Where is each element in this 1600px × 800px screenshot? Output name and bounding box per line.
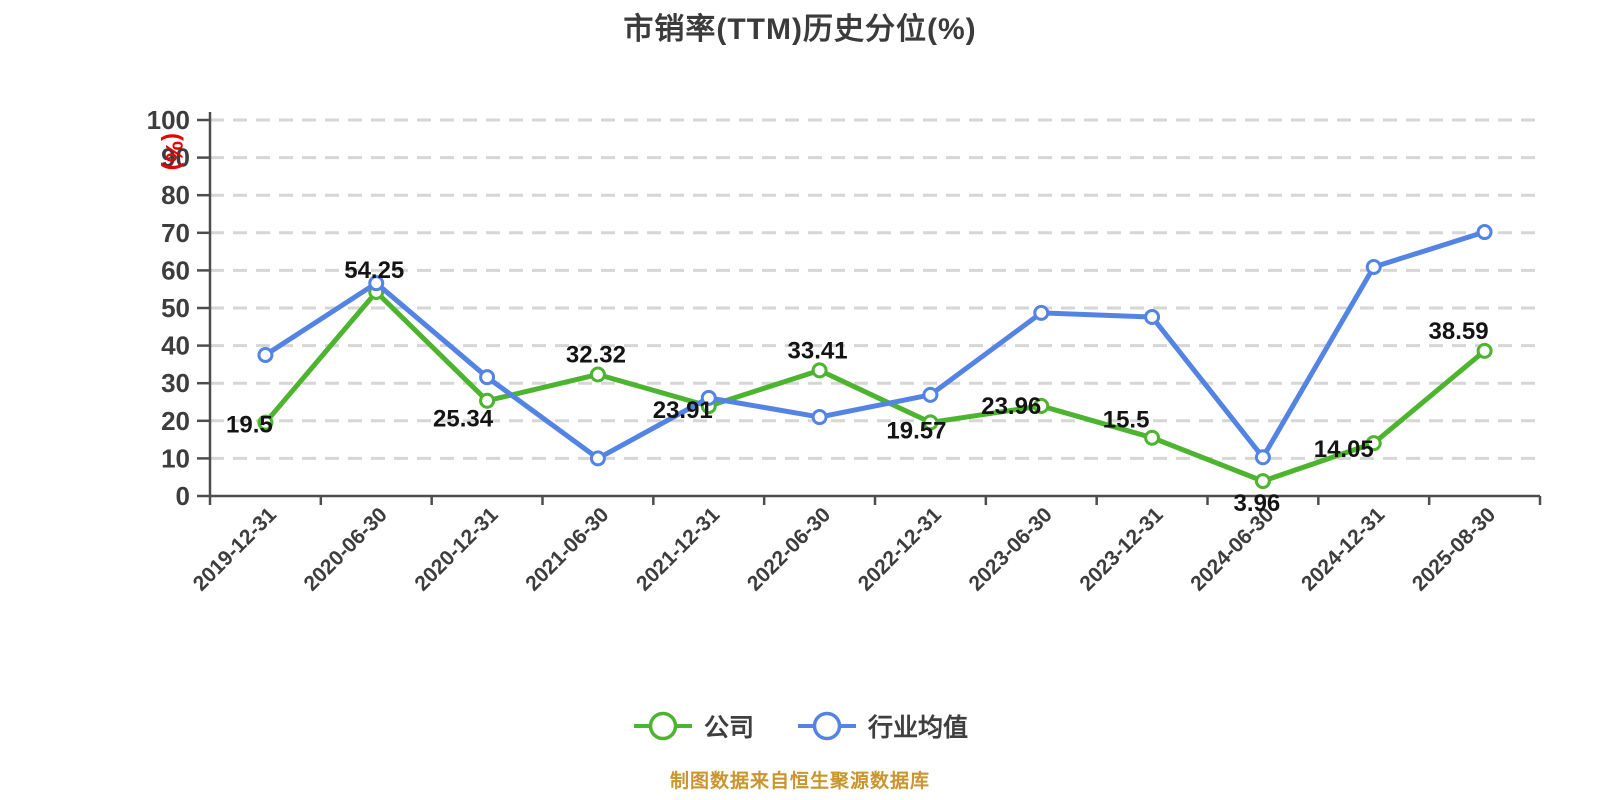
data-point-marker — [1144, 429, 1161, 446]
data-point-marker — [479, 392, 496, 409]
x-axis-category-label: 2024-12-31 — [1297, 503, 1389, 595]
data-point-marker — [1476, 342, 1493, 359]
data-point-value-label: 25.34 — [433, 406, 494, 433]
data-point-marker — [257, 347, 274, 363]
data-point-value-label: 54.25 — [344, 257, 404, 284]
industry-series-line — [262, 229, 1488, 461]
data-point-value-label: 33.41 — [788, 337, 848, 364]
data-point-marker — [1254, 473, 1271, 490]
data-point-marker — [1144, 309, 1161, 326]
data-point-value-label: 15.5 — [1103, 407, 1150, 434]
data-point-marker — [811, 409, 828, 426]
data-point-value-label: 19.57 — [886, 417, 946, 444]
y-axis-tick-label: 90 — [161, 143, 190, 173]
legend-marker-icon — [798, 711, 856, 741]
data-point-value-label: 23.96 — [981, 393, 1041, 420]
x-axis-category-label: 2022-12-31 — [854, 503, 946, 595]
x-axis-category-label: 2021-06-30 — [521, 503, 613, 595]
data-point-marker — [1365, 259, 1382, 276]
x-axis-category-label: 2021-12-31 — [632, 503, 724, 595]
y-axis-tick-label: 60 — [161, 255, 190, 285]
data-point-value-label: 32.32 — [566, 341, 626, 368]
x-axis-category-label: 2023-12-31 — [1075, 503, 1167, 595]
data-point-value-label: 23.91 — [653, 397, 713, 424]
y-axis-tick-label: 80 — [161, 180, 190, 210]
x-axis-category-label: 2020-06-30 — [300, 503, 392, 595]
legend-label: 行业均值 — [868, 714, 969, 742]
data-point-marker — [1254, 449, 1271, 466]
legend-item-industry-average[interactable]: 行业均值 — [796, 708, 968, 744]
x-axis-category-label: 2025-08-30 — [1408, 503, 1500, 595]
y-axis-unit-label: (%) — [160, 133, 187, 170]
x-axis-category-label: 2022-06-30 — [743, 503, 835, 595]
data-point-marker — [922, 414, 939, 431]
y-axis-tick-label: 70 — [161, 218, 190, 248]
data-point-marker — [1033, 304, 1050, 321]
chart-legend: 公司 行业均值 — [0, 708, 1600, 744]
data-point-marker — [700, 389, 717, 406]
y-axis-tick-label: 30 — [161, 368, 190, 398]
x-axis-category-label: 2019-12-31 — [189, 503, 281, 595]
y-axis-tick-label: 20 — [161, 406, 190, 436]
legend-marker-icon — [633, 711, 692, 741]
y-axis-tick-label: 40 — [161, 331, 190, 361]
data-point-marker — [1476, 224, 1493, 241]
data-point-value-label: 3.96 — [1234, 490, 1281, 517]
data-point-marker — [922, 386, 939, 403]
data-point-value-label: 19.5 — [226, 412, 273, 439]
data-point-value-label: 14.05 — [1314, 436, 1374, 463]
chart-title: 市销率(TTM)历史分位(%) — [623, 13, 977, 46]
y-axis-tick-label: 0 — [176, 481, 190, 511]
data-point-marker — [368, 275, 385, 292]
data-point-marker — [589, 450, 606, 467]
x-axis-category-label: 2020-12-31 — [410, 503, 502, 595]
legend-label: 公司 — [703, 714, 754, 742]
data-point-marker — [1033, 397, 1050, 414]
data-point-value-label: 38.59 — [1429, 318, 1489, 345]
company-series-line — [262, 289, 1488, 484]
data-point-marker — [811, 362, 828, 379]
data-point-marker — [479, 369, 496, 386]
legend-item-company[interactable]: 公司 — [632, 708, 754, 744]
y-axis-tick-label: 100 — [147, 105, 190, 135]
data-point-marker — [257, 414, 274, 431]
y-axis-tick-label: 50 — [161, 293, 190, 323]
x-axis-category-label: 2023-06-30 — [965, 503, 1057, 595]
data-point-marker — [589, 366, 606, 383]
y-axis-tick-label: 10 — [161, 443, 190, 473]
data-source-note: 制图数据来自恒生聚源数据库 — [669, 771, 930, 792]
data-point-marker — [1365, 435, 1382, 452]
